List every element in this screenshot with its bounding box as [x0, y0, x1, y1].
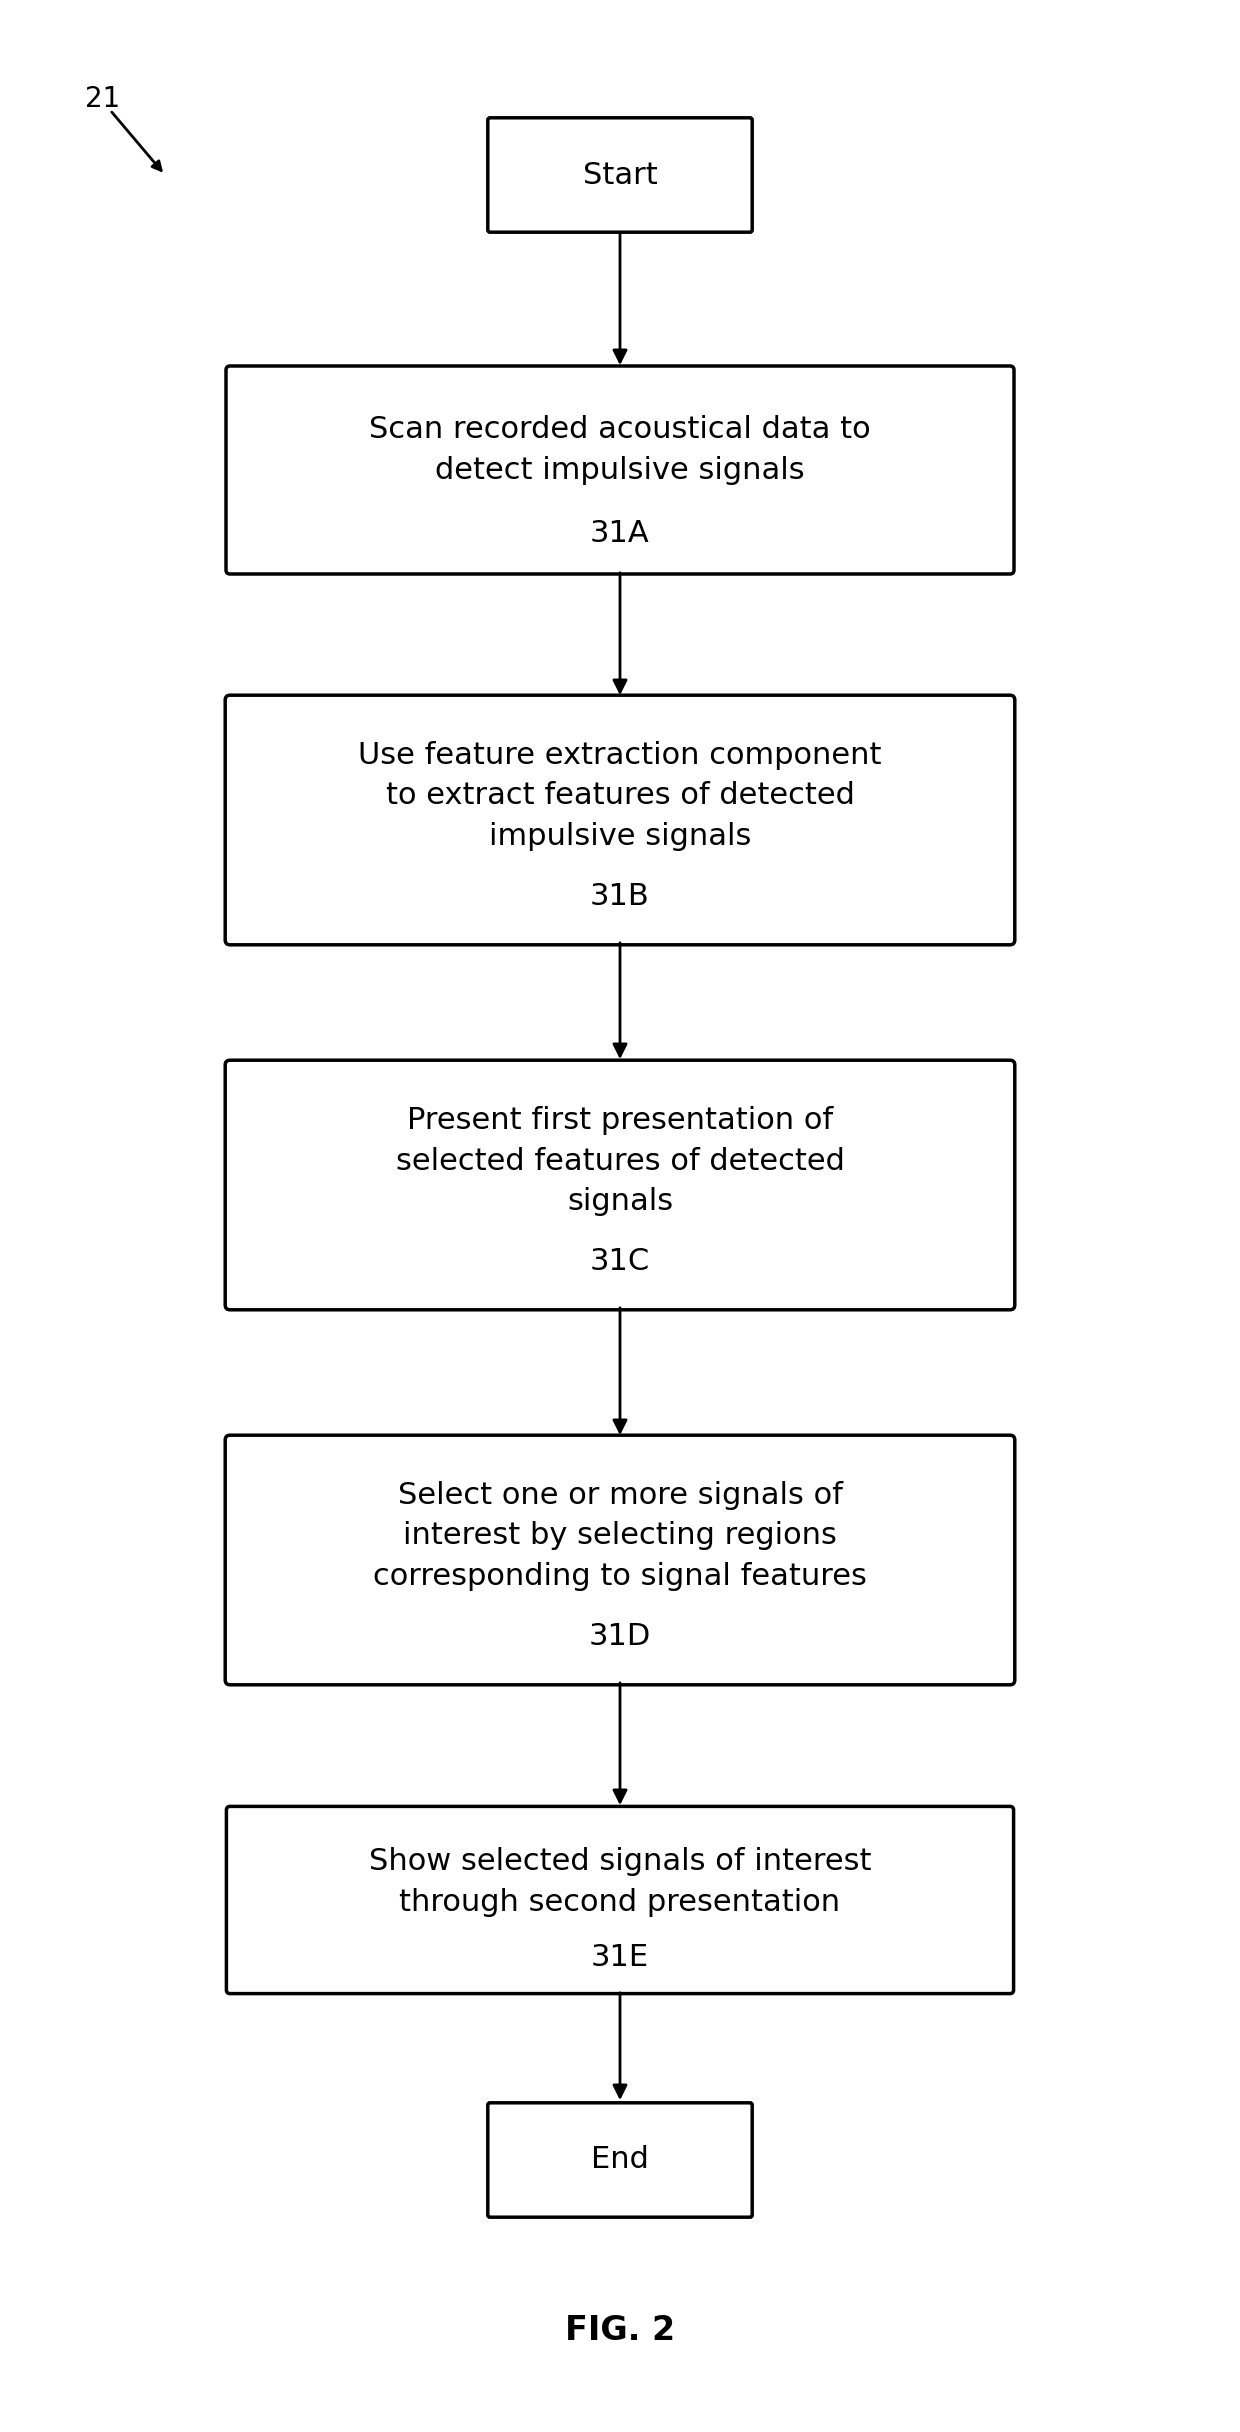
Text: End: End [591, 2145, 649, 2174]
FancyBboxPatch shape [226, 1435, 1014, 1685]
FancyBboxPatch shape [226, 365, 1014, 574]
Text: 31D: 31D [589, 1622, 651, 1651]
Text: 31C: 31C [590, 1248, 650, 1277]
FancyBboxPatch shape [487, 117, 753, 231]
FancyBboxPatch shape [487, 2104, 753, 2218]
Text: Present first presentation of
selected features of detected
signals: Present first presentation of selected f… [396, 1107, 844, 1216]
FancyBboxPatch shape [226, 1060, 1014, 1311]
Text: FIG. 2: FIG. 2 [565, 2313, 675, 2347]
Text: 21: 21 [86, 85, 120, 112]
Text: Start: Start [583, 161, 657, 190]
Text: Scan recorded acoustical data to
detect impulsive signals: Scan recorded acoustical data to detect … [370, 416, 870, 484]
Text: Show selected signals of interest
through second presentation: Show selected signals of interest throug… [368, 1848, 872, 1916]
FancyBboxPatch shape [227, 1807, 1013, 1994]
Text: 31A: 31A [590, 520, 650, 550]
Text: 31E: 31E [591, 1943, 649, 1972]
Text: 31B: 31B [590, 883, 650, 912]
Text: Select one or more signals of
interest by selecting regions
corresponding to sig: Select one or more signals of interest b… [373, 1481, 867, 1591]
Text: Use feature extraction component
to extract features of detected
impulsive signa: Use feature extraction component to extr… [358, 742, 882, 851]
FancyBboxPatch shape [226, 696, 1014, 944]
